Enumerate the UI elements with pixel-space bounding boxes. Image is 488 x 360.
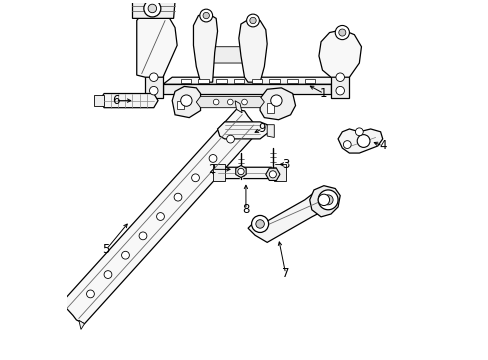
Polygon shape <box>94 95 104 105</box>
Circle shape <box>139 232 146 240</box>
Circle shape <box>122 251 129 259</box>
Polygon shape <box>61 109 259 324</box>
Polygon shape <box>79 320 84 329</box>
Polygon shape <box>132 1 175 18</box>
Polygon shape <box>137 8 177 77</box>
Circle shape <box>323 195 332 205</box>
Polygon shape <box>198 78 209 82</box>
Polygon shape <box>235 101 242 113</box>
Circle shape <box>191 174 199 182</box>
Polygon shape <box>177 100 184 109</box>
Polygon shape <box>318 30 361 77</box>
Polygon shape <box>260 88 295 120</box>
Circle shape <box>149 86 158 95</box>
Circle shape <box>255 220 264 228</box>
Polygon shape <box>274 165 285 181</box>
Text: 6: 6 <box>111 94 119 107</box>
Polygon shape <box>196 96 264 108</box>
Text: 4: 4 <box>378 139 386 153</box>
Polygon shape <box>216 78 226 82</box>
Circle shape <box>246 14 259 27</box>
Polygon shape <box>172 86 200 118</box>
Polygon shape <box>265 168 279 180</box>
Polygon shape <box>99 94 158 108</box>
Text: 8: 8 <box>242 203 249 216</box>
Polygon shape <box>193 13 217 82</box>
Circle shape <box>104 271 112 279</box>
Polygon shape <box>251 78 262 82</box>
Polygon shape <box>235 166 245 177</box>
Circle shape <box>149 73 158 81</box>
Polygon shape <box>247 189 337 242</box>
Circle shape <box>270 95 282 106</box>
Circle shape <box>174 193 182 201</box>
Polygon shape <box>212 167 281 179</box>
Circle shape <box>213 99 219 105</box>
Polygon shape <box>304 78 315 82</box>
Circle shape <box>203 12 209 19</box>
Circle shape <box>335 73 344 81</box>
Circle shape <box>86 290 94 298</box>
Text: 2: 2 <box>208 163 215 176</box>
Polygon shape <box>286 78 297 82</box>
Polygon shape <box>238 18 266 82</box>
Polygon shape <box>163 77 340 84</box>
Polygon shape <box>233 78 244 82</box>
Circle shape <box>318 194 329 206</box>
Text: 9: 9 <box>258 122 265 135</box>
Circle shape <box>227 99 233 105</box>
Circle shape <box>237 168 244 175</box>
Circle shape <box>251 215 268 233</box>
Polygon shape <box>212 165 224 181</box>
Polygon shape <box>309 186 340 217</box>
Polygon shape <box>145 70 163 99</box>
Text: 3: 3 <box>282 158 289 171</box>
Polygon shape <box>330 70 349 99</box>
Circle shape <box>209 154 217 162</box>
Circle shape <box>335 26 349 40</box>
Circle shape <box>200 9 212 22</box>
Circle shape <box>143 0 161 17</box>
Polygon shape <box>266 103 274 113</box>
Polygon shape <box>337 129 382 153</box>
Circle shape <box>156 213 164 220</box>
Circle shape <box>181 95 192 106</box>
Circle shape <box>355 128 363 136</box>
Polygon shape <box>269 78 279 82</box>
Circle shape <box>318 190 337 210</box>
Circle shape <box>241 99 247 105</box>
Polygon shape <box>217 122 269 139</box>
Circle shape <box>356 135 369 147</box>
Circle shape <box>338 29 345 36</box>
Circle shape <box>343 141 350 148</box>
Polygon shape <box>196 47 265 63</box>
Polygon shape <box>163 84 330 94</box>
Circle shape <box>148 4 156 13</box>
Text: 7: 7 <box>281 267 289 280</box>
Text: 5: 5 <box>102 243 110 256</box>
Polygon shape <box>266 125 274 138</box>
Polygon shape <box>181 78 191 82</box>
Circle shape <box>226 135 234 143</box>
Text: 1: 1 <box>320 87 327 100</box>
Circle shape <box>335 86 344 95</box>
Circle shape <box>249 17 256 24</box>
Circle shape <box>269 171 276 178</box>
